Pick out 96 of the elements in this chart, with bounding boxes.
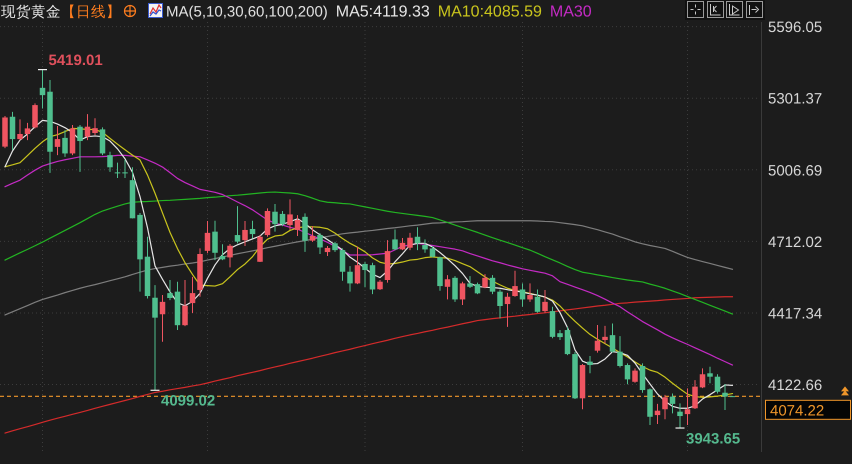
candlestick	[234, 206, 240, 244]
candlestick	[602, 325, 608, 344]
candlestick	[242, 220, 248, 246]
candlestick	[467, 276, 473, 289]
candlestick	[340, 248, 346, 282]
candlestick	[302, 212, 308, 252]
candlestick	[632, 368, 638, 384]
legend-title: MA(5,10,30,60,100,200)	[166, 4, 328, 20]
candlestick	[534, 288, 540, 314]
candlestick	[62, 130, 68, 158]
candlestick	[220, 244, 226, 261]
candlestick	[587, 356, 593, 374]
candlestick	[272, 203, 278, 232]
candlestick	[377, 280, 383, 290]
candlestick	[332, 241, 338, 252]
line-series	[4, 220, 734, 316]
y-tick-label: 4122.66	[768, 377, 822, 394]
annotation: 3943.65	[686, 430, 740, 448]
line-series	[4, 191, 734, 315]
candlestick	[354, 246, 360, 285]
candlestick	[407, 232, 413, 251]
candlestick	[520, 282, 526, 308]
chart-subtitle: 【日线】	[61, 4, 121, 20]
candlestick	[414, 226, 420, 251]
candlestick	[280, 210, 286, 227]
candlestick	[430, 245, 436, 258]
candlestick	[250, 220, 256, 239]
candlestick	[482, 274, 488, 289]
candlestick	[212, 220, 218, 261]
y-tick-label: 5006.69	[768, 162, 822, 180]
candlestick	[557, 330, 563, 341]
candlestick	[542, 289, 548, 314]
candlestick	[722, 383, 728, 410]
y-tick-label: 4417.34	[768, 305, 822, 322]
candlestick	[167, 280, 173, 301]
candlestick	[700, 368, 706, 389]
annotation: 4099.02	[161, 392, 216, 410]
candlestick	[24, 122, 30, 141]
candlestick	[512, 270, 518, 298]
candlestick	[77, 124, 83, 172]
candlestick	[444, 274, 450, 300]
candlestick	[92, 118, 98, 136]
candlestick	[362, 261, 368, 288]
candlestick	[54, 125, 60, 156]
candlestick	[497, 288, 503, 319]
candlestick	[714, 374, 720, 394]
candlestick	[40, 69, 46, 109]
line-series	[4, 296, 734, 434]
candlestick	[190, 276, 196, 314]
candlestick	[152, 284, 158, 391]
candlestick	[324, 245, 330, 256]
candlestick	[422, 238, 428, 254]
candlestick	[624, 362, 630, 385]
candlestick	[182, 280, 188, 327]
candlestick	[317, 232, 323, 255]
candlestick	[107, 151, 113, 172]
candlestick	[10, 111, 16, 151]
candlestick	[452, 276, 458, 302]
candlestick	[504, 292, 510, 328]
text: MA10:4085.59	[438, 4, 542, 20]
candlestick	[84, 114, 90, 141]
line-series	[4, 154, 734, 366]
candlestick	[527, 282, 533, 302]
candlestick	[122, 159, 128, 178]
candlestick	[310, 226, 316, 242]
candlestick	[617, 336, 623, 368]
candlestick	[392, 228, 398, 251]
candlestick	[684, 388, 690, 426]
candlestick	[474, 282, 480, 295]
text: MA5:4119.33	[336, 4, 430, 20]
candlestick	[670, 392, 676, 414]
candlestick	[160, 294, 166, 342]
candlestick	[692, 380, 698, 410]
candlestick	[347, 266, 353, 292]
y-tick-label: 5596.05	[768, 19, 822, 36]
candlestick	[204, 220, 210, 254]
ref-line-label: 4074.22	[770, 402, 824, 420]
candlestick	[294, 214, 300, 237]
text: MA30	[550, 4, 592, 20]
candlestick	[677, 402, 683, 429]
candlestick	[490, 274, 496, 295]
y-tick-label: 5301.37	[768, 90, 822, 108]
candlestick	[227, 244, 233, 268]
annotation: 5419.01	[48, 52, 103, 70]
candlestick	[610, 322, 616, 354]
candlestick	[662, 394, 668, 420]
candlestick	[594, 324, 600, 354]
candlestick	[287, 198, 293, 230]
candlestick	[114, 162, 120, 178]
chart-title: 现货黄金	[1, 4, 61, 20]
candlestick	[400, 237, 406, 251]
candlestick	[17, 118, 23, 141]
y-tick-label: 4712.02	[768, 234, 822, 251]
candlestick	[32, 102, 38, 129]
candlestick	[460, 281, 466, 306]
candlestick	[654, 403, 660, 425]
